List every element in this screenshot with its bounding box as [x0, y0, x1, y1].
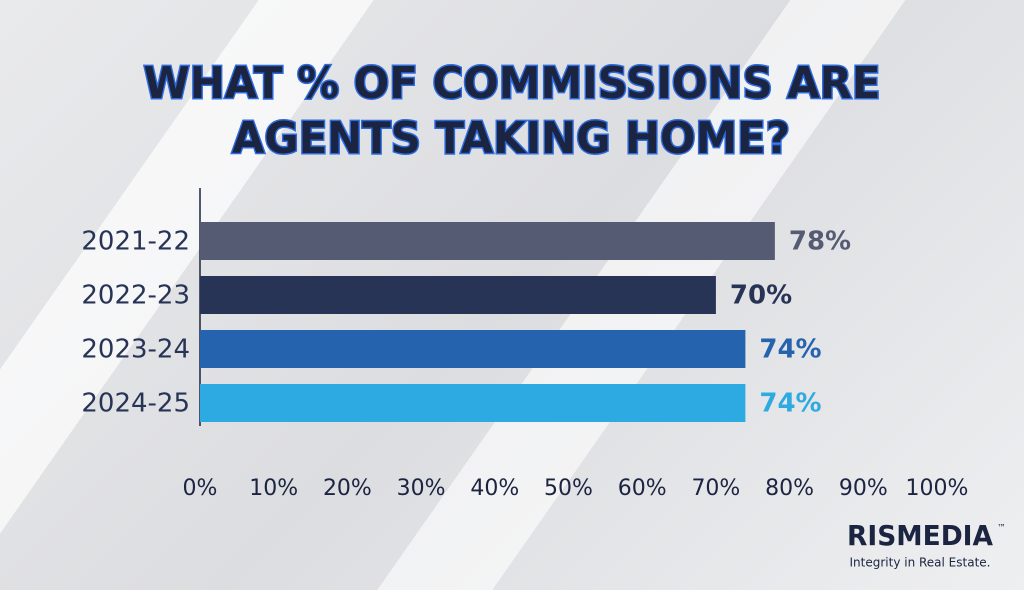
x-tick-label: 20% [323, 476, 372, 501]
value-label: 70% [730, 281, 792, 311]
x-tick-label: 70% [691, 476, 740, 501]
x-tick-label: 30% [397, 476, 446, 501]
x-tick-label: 80% [765, 476, 814, 501]
y-tick-label: 2023-24 [81, 335, 190, 365]
chart-title: AGENTS TAKING HOME? [232, 113, 790, 164]
logo-tagline: Integrity in Real Estate. [850, 556, 991, 570]
x-tick-label: 60% [618, 476, 667, 501]
value-label: 74% [759, 335, 821, 365]
chart-title: WHAT % OF COMMISSIONS ARE [144, 58, 881, 109]
y-tick-label: 2021-22 [81, 227, 190, 257]
bar [200, 222, 775, 260]
bar [200, 330, 746, 368]
bar [200, 384, 746, 422]
x-tick-label: 90% [839, 476, 888, 501]
x-tick-label: 0% [183, 476, 218, 501]
value-label: 74% [759, 389, 821, 419]
value-label: 78% [789, 227, 851, 257]
y-tick-label: 2022-23 [81, 281, 190, 311]
x-tick-label: 10% [249, 476, 298, 501]
logo: RISMEDIA [847, 519, 993, 552]
y-tick-label: 2024-25 [81, 389, 190, 419]
logo-mark: ™ [997, 524, 1006, 534]
x-tick-label: 50% [544, 476, 593, 501]
x-tick-label: 100% [906, 476, 969, 501]
x-tick-label: 40% [470, 476, 519, 501]
bar [200, 276, 716, 314]
